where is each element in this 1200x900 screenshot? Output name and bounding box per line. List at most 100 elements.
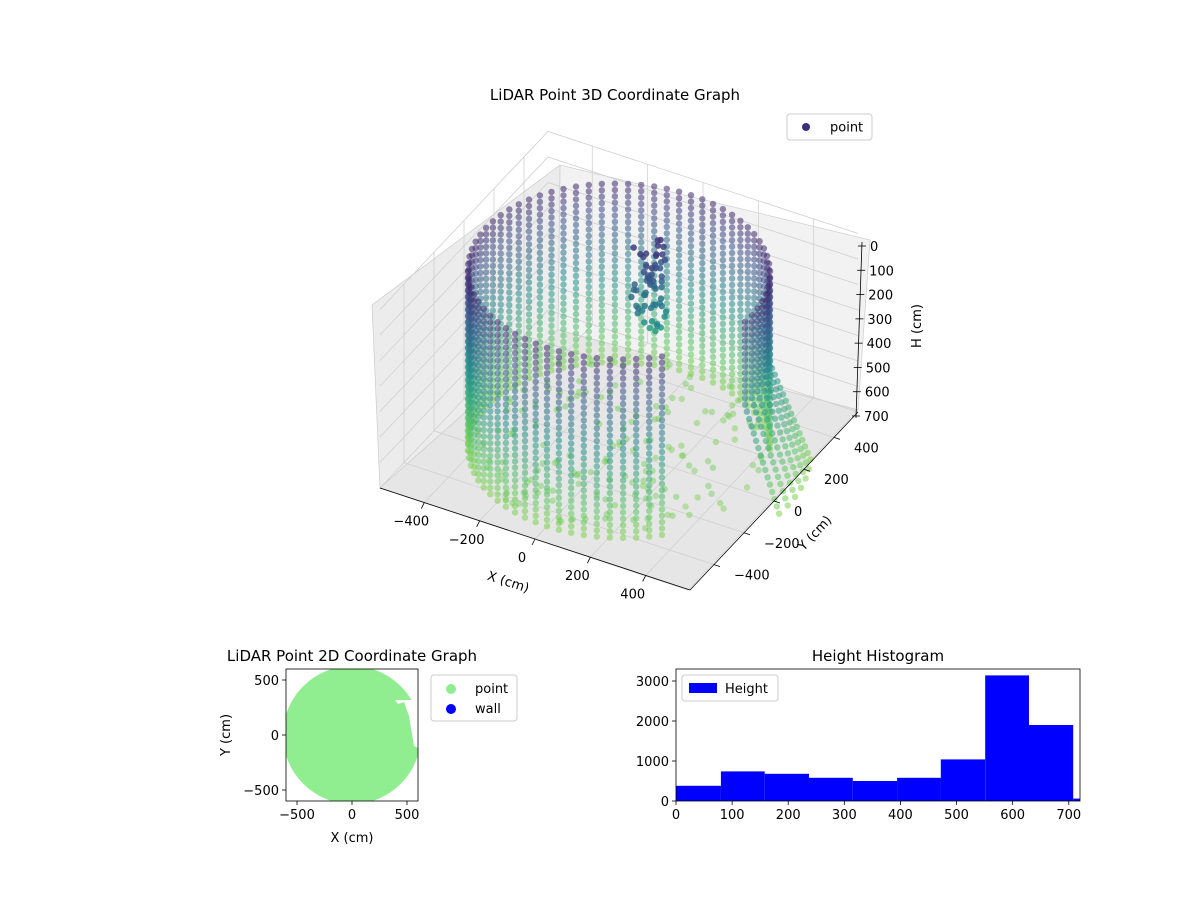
- point-3d: [619, 426, 627, 433]
- point-3d: [737, 236, 744, 244]
- point-3d: [728, 224, 736, 231]
- point-3d: [653, 251, 660, 258]
- point-3d: [536, 319, 544, 327]
- point-3d: [593, 412, 600, 419]
- point-3d: [775, 510, 783, 517]
- point-3d: [741, 395, 749, 402]
- point-3d: [709, 207, 717, 214]
- point-3d: [555, 373, 563, 380]
- point-3d: [598, 308, 605, 315]
- point-3d: [699, 221, 706, 228]
- point-3d: [555, 386, 563, 393]
- point-3d: [761, 409, 768, 416]
- point-3d: [611, 212, 619, 219]
- point-3d: [658, 461, 666, 468]
- point-3d: [754, 317, 761, 325]
- point-3d: [585, 188, 592, 195]
- point-3d: [709, 315, 717, 322]
- point-3d: [482, 224, 490, 231]
- point-3d: [560, 332, 567, 339]
- y-tick-label-histogram: 3000: [636, 675, 669, 690]
- point-3d: [687, 192, 695, 199]
- point-3d: [572, 285, 580, 292]
- point-3d: [633, 413, 640, 420]
- point-3d: [515, 290, 522, 297]
- point-3d: [646, 418, 653, 425]
- point-3d: [525, 311, 533, 318]
- point-3d: [572, 298, 580, 305]
- point-3d: [511, 477, 519, 484]
- point-3d: [699, 349, 706, 356]
- point-3d: [663, 230, 670, 237]
- point-3d: [687, 294, 695, 301]
- ticks-histogram: 0 100 200 300 400 500 600 700 0 1000 2000 3000: [636, 675, 1081, 823]
- point-3d: [624, 352, 632, 360]
- point-3d: [776, 429, 784, 436]
- x-tick-label-2d: −500: [279, 808, 315, 823]
- point-3d: [737, 300, 744, 307]
- point-3d: [516, 500, 523, 507]
- point-3d: [580, 385, 587, 392]
- point-3d: [593, 507, 600, 515]
- point-3d: [612, 382, 619, 389]
- point-3d: [748, 324, 756, 332]
- point-3d: [482, 243, 490, 251]
- point-3d: [663, 294, 670, 301]
- point-3d: [719, 301, 727, 308]
- point-3d: [475, 464, 482, 471]
- point-3d: [728, 249, 736, 257]
- point-3d: [728, 370, 736, 378]
- point-3d: [580, 397, 587, 405]
- point-3d: [580, 372, 587, 379]
- point-3d: [580, 417, 587, 424]
- point-3d: [480, 388, 487, 395]
- point-3d: [511, 362, 519, 369]
- point-3d: [543, 357, 551, 364]
- point-3d: [759, 342, 766, 350]
- point-3d: [464, 268, 472, 275]
- point-3d: [555, 526, 563, 533]
- point-3d: [568, 382, 575, 390]
- point-3d: [767, 387, 774, 394]
- point-3d: [525, 221, 533, 229]
- point-3d: [598, 352, 605, 360]
- point-3d: [477, 250, 484, 257]
- point-3d: [639, 482, 647, 490]
- point-3d: [728, 217, 736, 225]
- point-3d: [619, 471, 627, 478]
- point-3d: [560, 236, 567, 244]
- point-3d: [663, 217, 670, 224]
- point-3d: [699, 240, 706, 248]
- point-3d: [728, 281, 736, 289]
- point-3d: [593, 418, 600, 426]
- point-3d: [543, 484, 551, 492]
- point-3d: [687, 217, 695, 224]
- point-3d: [598, 257, 605, 264]
- point-3d: [525, 304, 533, 312]
- point-3d: [751, 250, 758, 257]
- point-3d: [560, 351, 567, 358]
- point-3d: [482, 275, 490, 282]
- point-3d: [754, 388, 761, 395]
- point-3d: [719, 237, 727, 245]
- point-3d: [779, 458, 786, 465]
- point-3d: [624, 359, 632, 366]
- point-3d: [699, 298, 706, 305]
- point-3d: [487, 369, 494, 377]
- point-3d: [751, 237, 758, 244]
- point-3d: [536, 307, 544, 314]
- point-3d: [525, 266, 533, 273]
- point-3d: [728, 211, 736, 218]
- point-3d: [555, 437, 563, 444]
- point-3d: [728, 377, 736, 384]
- point-3d: [699, 336, 706, 343]
- point-3d: [744, 256, 751, 263]
- point-3d: [611, 269, 619, 276]
- point-3d: [756, 395, 763, 402]
- point-3d: [548, 214, 555, 221]
- y-tick-label-2d: 500: [254, 674, 279, 689]
- point-3d: [555, 501, 563, 508]
- point-3d: [536, 198, 544, 206]
- point-3d: [532, 493, 539, 500]
